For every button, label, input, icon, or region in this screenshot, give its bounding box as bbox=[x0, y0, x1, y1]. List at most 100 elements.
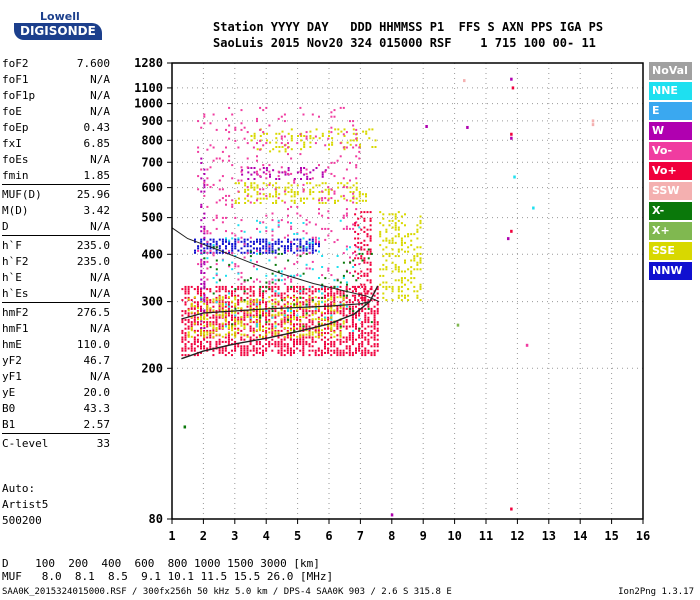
echo-point bbox=[351, 301, 354, 304]
echo-point bbox=[336, 305, 339, 308]
echo-point bbox=[348, 288, 351, 291]
echo-point bbox=[312, 137, 315, 140]
echo-point bbox=[300, 178, 302, 180]
isolated-echo-point bbox=[510, 229, 513, 233]
echo-point bbox=[203, 212, 206, 215]
echo-point bbox=[278, 132, 281, 135]
echo-point bbox=[259, 230, 262, 233]
echo-point bbox=[221, 313, 224, 316]
echo-point bbox=[302, 183, 305, 186]
echo-point bbox=[246, 349, 249, 352]
echo-point bbox=[225, 117, 227, 120]
echo-point bbox=[413, 233, 416, 236]
echo-point bbox=[348, 310, 351, 313]
echo-point bbox=[320, 351, 323, 354]
echo-point bbox=[184, 334, 187, 337]
echo-point bbox=[187, 347, 190, 350]
echo-point bbox=[361, 351, 364, 354]
echo-point bbox=[212, 331, 215, 334]
echo-point bbox=[352, 201, 355, 204]
echo-point bbox=[227, 314, 230, 317]
echo-point bbox=[348, 345, 351, 348]
echo-point bbox=[296, 249, 299, 252]
echo-point bbox=[181, 354, 184, 357]
echo-point bbox=[404, 270, 406, 273]
echo-point bbox=[247, 171, 250, 174]
echo-point bbox=[333, 331, 336, 334]
echo-point bbox=[262, 245, 265, 248]
echo-point bbox=[299, 307, 302, 310]
echo-point bbox=[203, 296, 206, 299]
echo-point bbox=[419, 226, 422, 229]
echo-point bbox=[272, 148, 275, 151]
echo-point bbox=[314, 243, 317, 245]
echo-point bbox=[265, 274, 268, 277]
echo-point bbox=[265, 281, 268, 284]
echo-point bbox=[368, 128, 371, 131]
echo-point bbox=[252, 240, 255, 243]
echo-point bbox=[240, 333, 243, 336]
echo-point bbox=[256, 219, 258, 222]
echo-point bbox=[358, 327, 361, 330]
echo-point bbox=[374, 146, 377, 148]
echo-point bbox=[321, 329, 323, 332]
echo-point bbox=[283, 113, 286, 116]
echo-point bbox=[243, 349, 246, 352]
echo-point bbox=[190, 302, 193, 305]
echo-point bbox=[274, 282, 277, 285]
echo-point bbox=[275, 195, 278, 198]
echo-point bbox=[203, 345, 206, 348]
echo-point bbox=[259, 318, 261, 321]
echo-point bbox=[299, 274, 302, 277]
echo-point bbox=[203, 309, 206, 312]
echo-point bbox=[286, 296, 289, 299]
echo-point bbox=[252, 307, 255, 310]
echo-point bbox=[311, 245, 314, 248]
isolated-echo-point bbox=[390, 513, 394, 517]
echo-point bbox=[348, 325, 351, 328]
echo-point bbox=[311, 292, 314, 295]
echo-point bbox=[345, 288, 348, 291]
echo-point bbox=[193, 316, 196, 319]
echo-point bbox=[336, 311, 339, 314]
echo-point bbox=[302, 245, 305, 248]
echo-point bbox=[265, 310, 268, 312]
echo-point bbox=[190, 335, 193, 338]
echo-point bbox=[196, 292, 199, 295]
param-value: 0.43 bbox=[83, 121, 111, 134]
echo-point bbox=[342, 274, 345, 277]
echo-point bbox=[227, 351, 230, 354]
echo-point bbox=[206, 260, 209, 263]
echo-point bbox=[296, 245, 299, 248]
echo-point bbox=[215, 329, 218, 332]
echo-point bbox=[410, 277, 413, 280]
echo-point bbox=[268, 170, 271, 173]
echo-point bbox=[265, 301, 268, 304]
echo-point bbox=[240, 288, 243, 291]
echo-point bbox=[308, 221, 311, 224]
echo-point bbox=[243, 279, 246, 282]
echo-point bbox=[330, 345, 333, 348]
echo-point bbox=[369, 211, 372, 214]
echo-point bbox=[187, 298, 190, 301]
echo-point bbox=[184, 345, 187, 348]
echo-point bbox=[221, 325, 224, 328]
echo-point bbox=[206, 267, 209, 270]
echo-point bbox=[305, 329, 308, 332]
echo-point bbox=[253, 135, 256, 137]
echo-point bbox=[225, 245, 227, 248]
echo-point bbox=[283, 310, 286, 313]
echo-point bbox=[212, 335, 215, 338]
echo-point bbox=[218, 298, 221, 301]
echo-point bbox=[234, 311, 237, 314]
echo-point bbox=[280, 299, 283, 302]
echo-point bbox=[358, 199, 361, 202]
echo-point bbox=[299, 323, 302, 326]
echo-point bbox=[271, 294, 274, 297]
echo-point bbox=[369, 281, 372, 284]
echo-point bbox=[305, 223, 308, 226]
echo-point bbox=[321, 266, 324, 268]
echo-point bbox=[271, 285, 274, 288]
echo-point bbox=[407, 294, 410, 297]
echo-point bbox=[345, 301, 348, 304]
